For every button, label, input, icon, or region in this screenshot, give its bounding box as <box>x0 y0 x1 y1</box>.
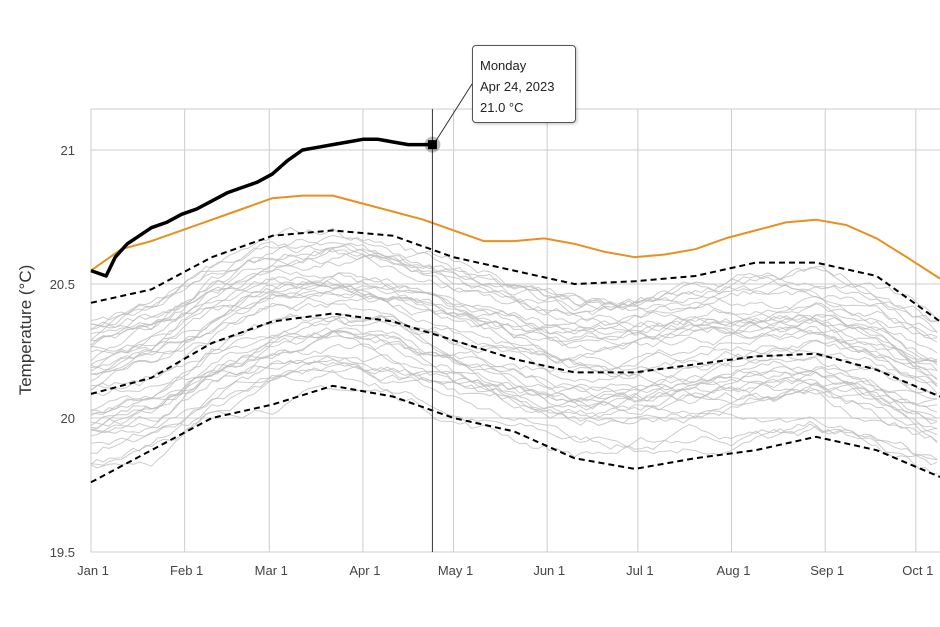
x-tick-label: Jul 1 <box>626 563 653 578</box>
historical-series-line <box>90 276 938 381</box>
series-line-upper-dashed <box>90 229 940 323</box>
historical-series-line <box>90 244 938 333</box>
x-tick-label: May 1 <box>438 563 473 578</box>
x-tick-label: Jan 1 <box>77 563 109 578</box>
x-tick-label: Oct 1 <box>902 563 933 578</box>
grid-lines <box>90 108 940 553</box>
x-tick-label: Feb 1 <box>170 563 203 578</box>
tooltip-weekday: Monday <box>480 58 527 73</box>
historical-series-line <box>90 248 938 333</box>
historical-series-line <box>90 315 938 396</box>
historical-series-line <box>90 359 938 466</box>
historical-series-line <box>90 239 938 341</box>
historical-series-line <box>90 340 938 427</box>
x-tick-label: Apr 1 <box>349 563 380 578</box>
historical-series-line <box>90 248 938 330</box>
x-axis-ticks: Jan 1 Feb 1 Mar 1 Apr 1 May 1 Jun 1 Jul 1 Aug 1… <box>77 563 933 578</box>
historical-series-line <box>90 315 938 405</box>
historical-series-line <box>90 384 938 469</box>
historical-series-line <box>90 248 938 354</box>
historical-series-line <box>90 297 938 394</box>
historical-series-line <box>90 254 938 342</box>
x-tick-label: Sep 1 <box>810 563 844 578</box>
tooltip-date: Apr 24, 2023 <box>480 79 555 94</box>
historical-series-line <box>90 280 938 387</box>
tooltip-value: 21.0 °C <box>480 100 524 115</box>
y-tick-label: 21 <box>61 143 75 158</box>
historical-series-line <box>90 227 938 339</box>
historical-series-line <box>90 290 938 366</box>
historical-series-group <box>90 227 938 475</box>
y-tick-label: 20 <box>61 411 75 426</box>
y-tick-label: 20.5 <box>50 277 75 292</box>
historical-series-line <box>90 369 938 475</box>
y-axis-label: Temperature (°C) <box>16 265 35 396</box>
historical-series-line <box>90 295 938 376</box>
historical-series-line <box>90 330 938 425</box>
series-line-lower-dashed <box>90 384 940 484</box>
main-series-group <box>90 137 940 484</box>
historical-series-line <box>90 313 938 391</box>
highlight-marker[interactable] <box>427 140 437 150</box>
tooltip: Monday Apr 24, 2023 21.0 °C <box>472 45 576 123</box>
x-tick-label: Jun 1 <box>533 563 565 578</box>
historical-series-line <box>90 272 938 362</box>
historical-series-line <box>90 284 938 379</box>
historical-series-line <box>90 327 938 426</box>
historical-series-line <box>90 355 938 446</box>
x-tick-label: Mar 1 <box>255 563 288 578</box>
tooltip-connector <box>434 83 473 142</box>
x-tick-label: Aug 1 <box>717 563 751 578</box>
historical-series-line <box>90 362 938 465</box>
series-line-previous-year <box>90 194 940 280</box>
y-axis-ticks: 19.5 20 20.5 21 <box>50 143 75 560</box>
series-line-current <box>90 137 436 278</box>
series-line-mean-dashed <box>90 312 940 398</box>
y-tick-label: 19.5 <box>50 545 75 560</box>
historical-series-line <box>90 268 938 363</box>
historical-series-line <box>90 281 938 369</box>
historical-series-line <box>90 244 938 346</box>
historical-series-line <box>90 289 938 377</box>
